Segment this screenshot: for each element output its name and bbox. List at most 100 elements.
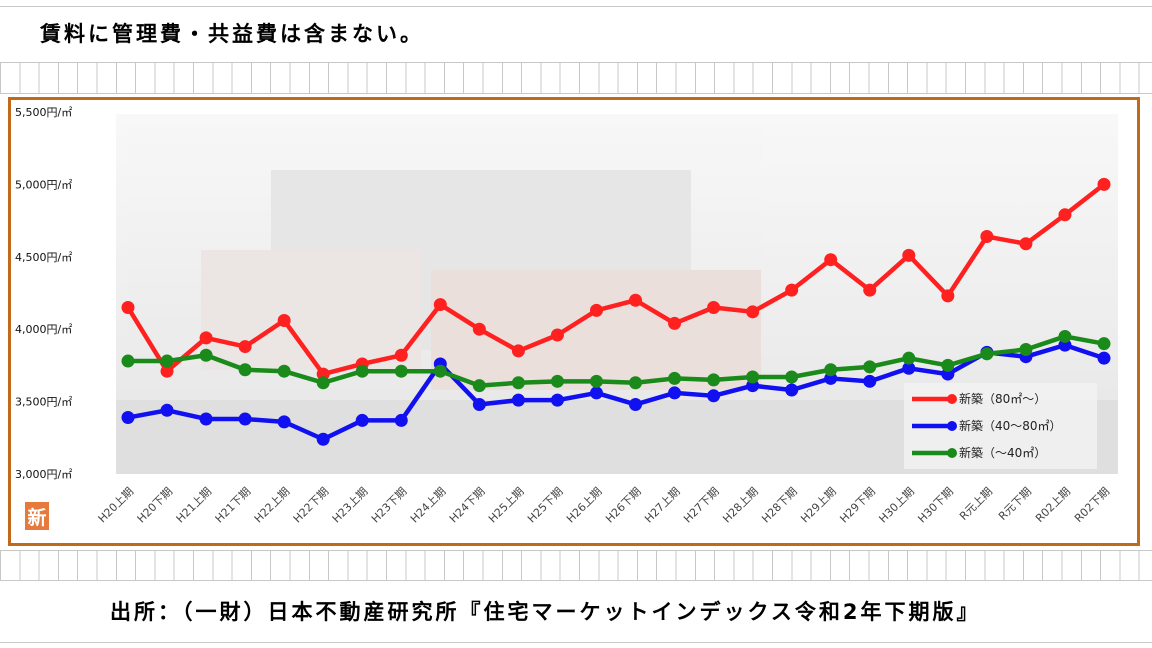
data-point	[785, 383, 799, 397]
legend-label: 新築（40～80㎡）	[959, 418, 1062, 433]
y-tick-label: 5,000円/㎡	[15, 178, 72, 191]
legend-swatch-marker	[947, 448, 957, 458]
x-tick-label: H30上期	[876, 485, 917, 526]
x-tick-label: H26下期	[603, 485, 644, 526]
data-point	[668, 371, 682, 385]
data-point	[629, 376, 643, 390]
data-point	[160, 403, 174, 417]
data-point	[824, 253, 838, 267]
data-point	[160, 364, 174, 378]
data-point	[355, 413, 369, 427]
x-tick-label: H23下期	[369, 485, 410, 526]
source-citation: 出所：（一財）日本不動産研究所『住宅マーケットインデックス令和2年下期版』	[110, 600, 981, 624]
legend-item: 新築（～40㎡）	[912, 445, 1046, 460]
x-tick-label: H24上期	[408, 485, 449, 526]
data-point	[980, 230, 994, 244]
x-tick-label: R02下期	[1072, 485, 1112, 525]
line-chart: 3,000円/㎡ 3,500円/㎡ 4,000円/㎡ 4,500円/㎡ 5,000円/㎡…	[15, 106, 1118, 526]
data-point	[941, 358, 955, 372]
x-tick-label: H25下期	[525, 485, 566, 526]
data-point	[433, 298, 447, 312]
x-tick-label: H29上期	[798, 485, 839, 526]
y-tick-label: 3,500円/㎡	[15, 396, 72, 409]
data-point	[629, 293, 643, 307]
x-tick-label: H21下期	[213, 485, 254, 526]
legend-label: 新築（80㎡～）	[959, 391, 1046, 406]
series-line	[128, 334, 1105, 388]
legend: 新築（80㎡～） 新築（40～80㎡） 新築（～40㎡）	[904, 383, 1097, 469]
data-point	[668, 386, 682, 400]
x-tick-label: H25上期	[486, 485, 527, 526]
data-point	[316, 432, 330, 446]
data-point	[238, 363, 252, 377]
x-tick-label: H21上期	[174, 485, 215, 526]
data-point	[707, 373, 721, 387]
x-tick-label: H26上期	[564, 485, 605, 526]
data-point	[394, 364, 408, 378]
x-tick-label: R元上期	[957, 485, 995, 523]
series-layer	[121, 177, 1111, 446]
grid-cells-top	[0, 63, 1152, 93]
data-point	[472, 379, 486, 393]
data-point	[355, 364, 369, 378]
data-point	[238, 340, 252, 354]
data-point	[511, 393, 525, 407]
data-point	[941, 289, 955, 303]
x-tick-label: H23上期	[330, 485, 371, 526]
data-point	[277, 364, 291, 378]
data-point	[121, 300, 135, 314]
data-point	[121, 354, 135, 368]
grid-cells-bottom	[0, 550, 1152, 580]
data-point	[589, 303, 603, 317]
data-point	[394, 413, 408, 427]
data-point	[433, 364, 447, 378]
data-point	[277, 314, 291, 328]
x-tick-label: H24下期	[447, 485, 488, 526]
data-point	[902, 248, 916, 262]
data-point	[199, 348, 213, 362]
data-point	[589, 374, 603, 388]
data-point	[707, 300, 721, 314]
data-point	[472, 397, 486, 411]
legend-swatch-marker	[947, 421, 957, 431]
data-point	[707, 389, 721, 403]
rent-note: 賃料に管理費・共益費は含まない。	[40, 22, 424, 46]
data-point	[589, 386, 603, 400]
x-tick-label: H28上期	[720, 485, 761, 526]
data-point	[746, 370, 760, 384]
x-tick-label: R元下期	[996, 485, 1034, 523]
data-point	[511, 344, 525, 358]
data-point	[1019, 342, 1033, 356]
x-tick-label: H20上期	[96, 485, 137, 526]
new-build-badge: 新	[25, 502, 49, 530]
y-tick-label: 4,500円/㎡	[15, 251, 72, 264]
data-point	[746, 305, 760, 319]
data-point	[1058, 329, 1072, 343]
legend-item: 新築（80㎡～）	[912, 391, 1046, 406]
data-point	[550, 393, 564, 407]
data-point	[550, 374, 564, 388]
x-tick-label: H20下期	[135, 485, 176, 526]
legend-swatch-marker	[947, 394, 957, 404]
y-tick-label: 3,000円/㎡	[15, 468, 72, 481]
data-point	[1058, 208, 1072, 222]
data-point	[863, 283, 877, 297]
data-point	[863, 360, 877, 374]
data-point	[550, 328, 564, 342]
series-line	[126, 182, 1106, 377]
x-tick-label: H30下期	[915, 485, 956, 526]
data-point	[1097, 177, 1111, 191]
data-point	[394, 348, 408, 362]
data-point	[1097, 351, 1111, 365]
data-point	[511, 376, 525, 390]
series-2	[121, 329, 1111, 393]
data-point	[824, 363, 838, 377]
y-tick-label: 5,500円/㎡	[15, 106, 72, 119]
x-tick-label: H28下期	[759, 485, 800, 526]
data-point	[160, 354, 174, 368]
data-point	[199, 331, 213, 345]
series-line	[127, 342, 1105, 442]
x-tick-label: H27上期	[642, 485, 683, 526]
x-tick-label: H22下期	[291, 485, 332, 526]
x-tick-label: H22上期	[252, 485, 293, 526]
